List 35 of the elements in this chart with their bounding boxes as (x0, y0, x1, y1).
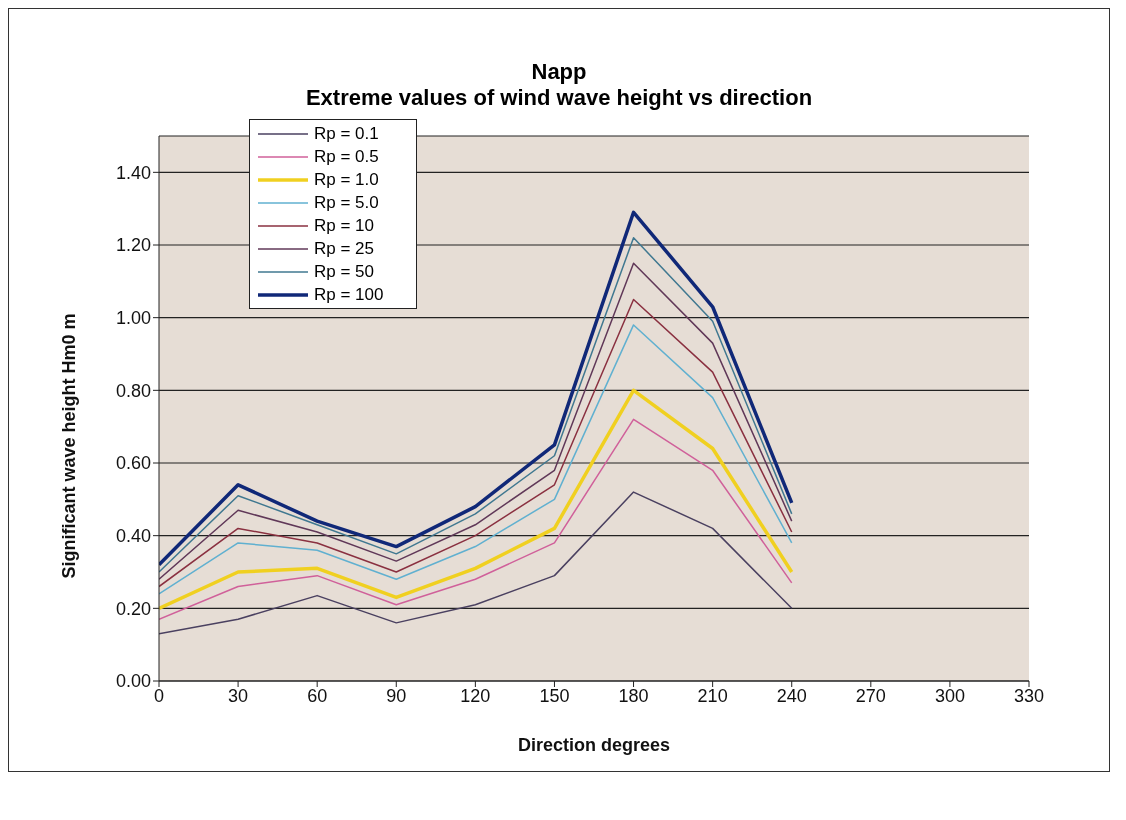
legend-label: Rp = 0.1 (314, 123, 379, 145)
x-axis-title: Direction degrees (517, 735, 671, 755)
x-tick-label: 240 (776, 685, 807, 706)
legend-label: Rp = 100 (314, 284, 384, 306)
x-tick-label: 180 (618, 685, 649, 706)
legend-label: Rp = 50 (314, 261, 375, 283)
x-tick-label: 60 (307, 685, 328, 706)
y-tick-label: 0.60 (115, 453, 151, 474)
legend-label: Rp = 5.0 (314, 192, 379, 214)
legend-label: Rp = 25 (314, 238, 375, 260)
y-tick-label: 0.00 (115, 671, 151, 692)
x-tick-label: 210 (697, 685, 728, 706)
line-series (159, 491, 793, 635)
y-tick-label: 1.40 (115, 162, 151, 183)
x-tick-label: 270 (855, 685, 886, 706)
x-tick-label: 330 (1013, 685, 1045, 706)
x-tick-label: 300 (934, 685, 965, 706)
y-tick-label: 1.20 (115, 235, 151, 256)
y-tick-label: 0.80 (115, 380, 151, 401)
x-tick-label: 90 (386, 685, 407, 706)
legend-label: Rp = 1.0 (314, 169, 379, 191)
x-tick-label: 120 (460, 685, 491, 706)
line-series (159, 418, 793, 620)
x-tick-label: 150 (539, 685, 570, 706)
y-tick-label: 1.00 (115, 308, 151, 329)
y-tick-label: 0.40 (115, 526, 151, 547)
x-tick-label: 30 (228, 685, 249, 706)
x-tick-label: 0 (153, 685, 165, 706)
legend-label: Rp = 0.5 (314, 146, 379, 168)
y-tick-label: 0.20 (115, 598, 151, 619)
legend-label: Rp = 10 (314, 215, 375, 237)
chart-title: Napp (530, 59, 588, 85)
y-axis-title: Significant wave height Hm0 m (59, 313, 80, 579)
chart-subtitle: Extreme values of wind wave height vs direction (304, 85, 814, 111)
line-series (159, 388, 794, 611)
